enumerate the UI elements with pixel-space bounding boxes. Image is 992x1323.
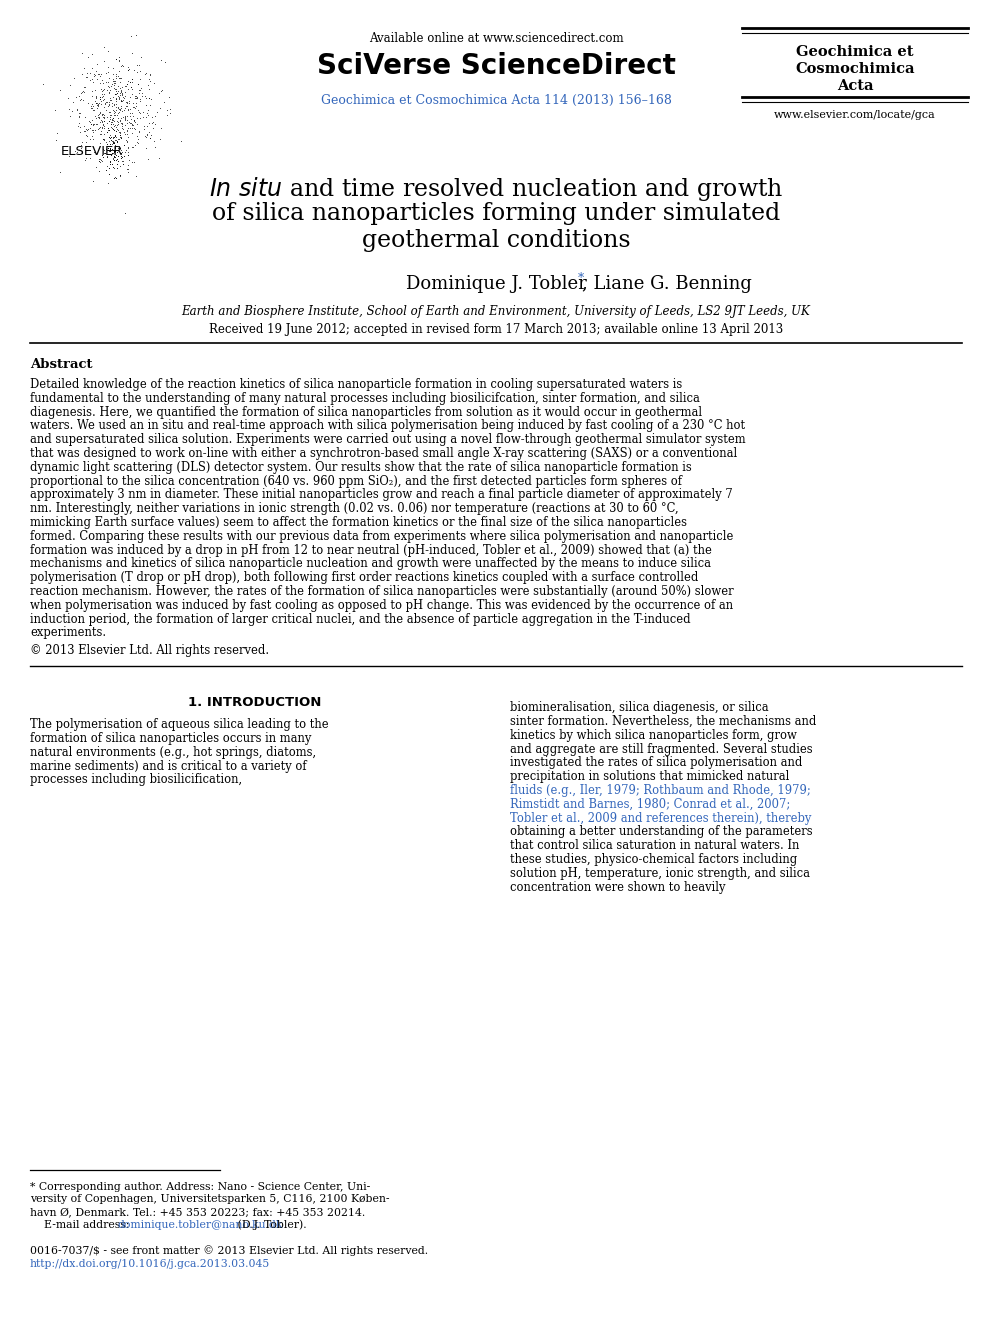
Text: E-mail address:: E-mail address: (30, 1220, 133, 1229)
Text: dominique.tobler@nano.ku.dk: dominique.tobler@nano.ku.dk (117, 1220, 283, 1229)
Text: induction period, the formation of larger critical nuclei, and the absence of pa: induction period, the formation of large… (30, 613, 690, 626)
Text: fluids (e.g., Iler, 1979; Rothbaum and Rhode, 1979;: fluids (e.g., Iler, 1979; Rothbaum and R… (510, 785, 810, 796)
Text: of silica nanoparticles forming under simulated: of silica nanoparticles forming under si… (212, 202, 780, 225)
Text: Abstract: Abstract (30, 359, 92, 370)
Text: The polymerisation of aqueous silica leading to the: The polymerisation of aqueous silica lea… (30, 718, 328, 732)
Text: $\it{In\ situ}$ and time resolved nucleation and growth: $\it{In\ situ}$ and time resolved nuclea… (208, 175, 784, 202)
Text: polymerisation (T drop or pH drop), both following first order reactions kinetic: polymerisation (T drop or pH drop), both… (30, 572, 698, 585)
Text: diagenesis. Here, we quantified the formation of silica nanoparticles from solut: diagenesis. Here, we quantified the form… (30, 406, 702, 418)
Text: when polymerisation was induced by fast cooling as opposed to pH change. This wa: when polymerisation was induced by fast … (30, 599, 733, 611)
Text: formed. Comparing these results with our previous data from experiments where si: formed. Comparing these results with our… (30, 529, 733, 542)
Text: mimicking Earth surface values) seem to affect the formation kinetics or the fin: mimicking Earth surface values) seem to … (30, 516, 687, 529)
Text: Detailed knowledge of the reaction kinetics of silica nanoparticle formation in : Detailed knowledge of the reaction kinet… (30, 378, 682, 392)
Text: versity of Copenhagen, Universitetsparken 5, C116, 2100 Køben-: versity of Copenhagen, Universitetsparke… (30, 1195, 390, 1204)
Text: ELSEVIER: ELSEVIER (61, 146, 123, 157)
Text: and aggregate are still fragmented. Several studies: and aggregate are still fragmented. Seve… (510, 742, 812, 755)
Text: sinter formation. Nevertheless, the mechanisms and: sinter formation. Nevertheless, the mech… (510, 714, 816, 728)
Text: havn Ø, Denmark. Tel.: +45 353 20223; fax: +45 353 20214.: havn Ø, Denmark. Tel.: +45 353 20223; fa… (30, 1207, 365, 1217)
Text: approximately 3 nm in diameter. These initial nanoparticles grow and reach a fin: approximately 3 nm in diameter. These in… (30, 488, 733, 501)
Text: obtaining a better understanding of the parameters: obtaining a better understanding of the … (510, 826, 812, 839)
Text: http://dx.doi.org/10.1016/j.gca.2013.03.045: http://dx.doi.org/10.1016/j.gca.2013.03.… (30, 1259, 270, 1269)
Text: Rimstidt and Barnes, 1980; Conrad et al., 2007;: Rimstidt and Barnes, 1980; Conrad et al.… (510, 798, 791, 811)
Text: Geochimica et Cosmochimica Acta 114 (2013) 156–168: Geochimica et Cosmochimica Acta 114 (201… (320, 94, 672, 107)
Text: solution pH, temperature, ionic strength, and silica: solution pH, temperature, ionic strength… (510, 867, 810, 880)
Text: processes including biosilicification,: processes including biosilicification, (30, 774, 242, 786)
Text: www.elsevier.com/locate/gca: www.elsevier.com/locate/gca (774, 110, 935, 120)
Text: natural environments (e.g., hot springs, diatoms,: natural environments (e.g., hot springs,… (30, 746, 316, 759)
Text: Geochimica et: Geochimica et (797, 45, 914, 60)
Text: precipitation in solutions that mimicked natural: precipitation in solutions that mimicked… (510, 770, 790, 783)
Text: Cosmochimica: Cosmochimica (796, 62, 915, 75)
Text: © 2013 Elsevier Ltd. All rights reserved.: © 2013 Elsevier Ltd. All rights reserved… (30, 644, 269, 658)
Text: 1. INTRODUCTION: 1. INTRODUCTION (188, 696, 321, 709)
Text: reaction mechanism. However, the rates of the formation of silica nanoparticles : reaction mechanism. However, the rates o… (30, 585, 734, 598)
Text: dynamic light scattering (DLS) detector system. Our results show that the rate o: dynamic light scattering (DLS) detector … (30, 460, 691, 474)
Text: biomineralisation, silica diagenesis, or silica: biomineralisation, silica diagenesis, or… (510, 701, 769, 714)
Text: Earth and Biosphere Institute, School of Earth and Environment, University of Le: Earth and Biosphere Institute, School of… (182, 306, 810, 318)
Text: that control silica saturation in natural waters. In: that control silica saturation in natura… (510, 839, 800, 852)
Text: Acta: Acta (836, 79, 873, 93)
Text: Available online at www.sciencedirect.com: Available online at www.sciencedirect.co… (369, 32, 623, 45)
Text: SciVerse ScienceDirect: SciVerse ScienceDirect (316, 52, 676, 79)
Text: concentration were shown to heavily: concentration were shown to heavily (510, 881, 725, 893)
Text: waters. We used an in situ and real-time approach with silica polymerisation bei: waters. We used an in situ and real-time… (30, 419, 745, 433)
Text: proportional to the silica concentration (640 vs. 960 ppm SiO₂), and the first d: proportional to the silica concentration… (30, 475, 682, 488)
Text: experiments.: experiments. (30, 626, 106, 639)
Text: and supersaturated silica solution. Experiments were carried out using a novel f: and supersaturated silica solution. Expe… (30, 433, 746, 446)
Text: Tobler et al., 2009 and references therein), thereby: Tobler et al., 2009 and references there… (510, 811, 811, 824)
Text: fundamental to the understanding of many natural processes including biosilicifc: fundamental to the understanding of many… (30, 392, 700, 405)
Text: kinetics by which silica nanoparticles form, grow: kinetics by which silica nanoparticles f… (510, 729, 797, 742)
Text: formation of silica nanoparticles occurs in many: formation of silica nanoparticles occurs… (30, 732, 311, 745)
Text: marine sediments) and is critical to a variety of: marine sediments) and is critical to a v… (30, 759, 307, 773)
Text: investigated the rates of silica polymerisation and: investigated the rates of silica polymer… (510, 757, 803, 770)
Text: nm. Interestingly, neither variations in ionic strength (0.02 vs. 0.06) nor temp: nm. Interestingly, neither variations in… (30, 503, 679, 515)
Text: geothermal conditions: geothermal conditions (362, 229, 630, 251)
Text: mechanisms and kinetics of silica nanoparticle nucleation and growth were unaffe: mechanisms and kinetics of silica nanopa… (30, 557, 711, 570)
Text: , Liane G. Benning: , Liane G. Benning (582, 275, 752, 292)
Text: Received 19 June 2012; accepted in revised form 17 March 2013; available online : Received 19 June 2012; accepted in revis… (209, 323, 783, 336)
Text: * Corresponding author. Address: Nano - Science Center, Uni-: * Corresponding author. Address: Nano - … (30, 1181, 370, 1192)
Text: *: * (578, 273, 584, 284)
Text: 0016-7037/$ - see front matter © 2013 Elsevier Ltd. All rights reserved.: 0016-7037/$ - see front matter © 2013 El… (30, 1245, 429, 1256)
Text: Dominique J. Tobler: Dominique J. Tobler (406, 275, 586, 292)
Text: these studies, physico-chemical factors including: these studies, physico-chemical factors … (510, 853, 798, 867)
Text: (D.J. Tobler).: (D.J. Tobler). (234, 1220, 308, 1230)
Text: that was designed to work on-line with either a synchrotron-based small angle X-: that was designed to work on-line with e… (30, 447, 737, 460)
Text: formation was induced by a drop in pH from 12 to near neutral (pH-induced, Toble: formation was induced by a drop in pH fr… (30, 544, 712, 557)
